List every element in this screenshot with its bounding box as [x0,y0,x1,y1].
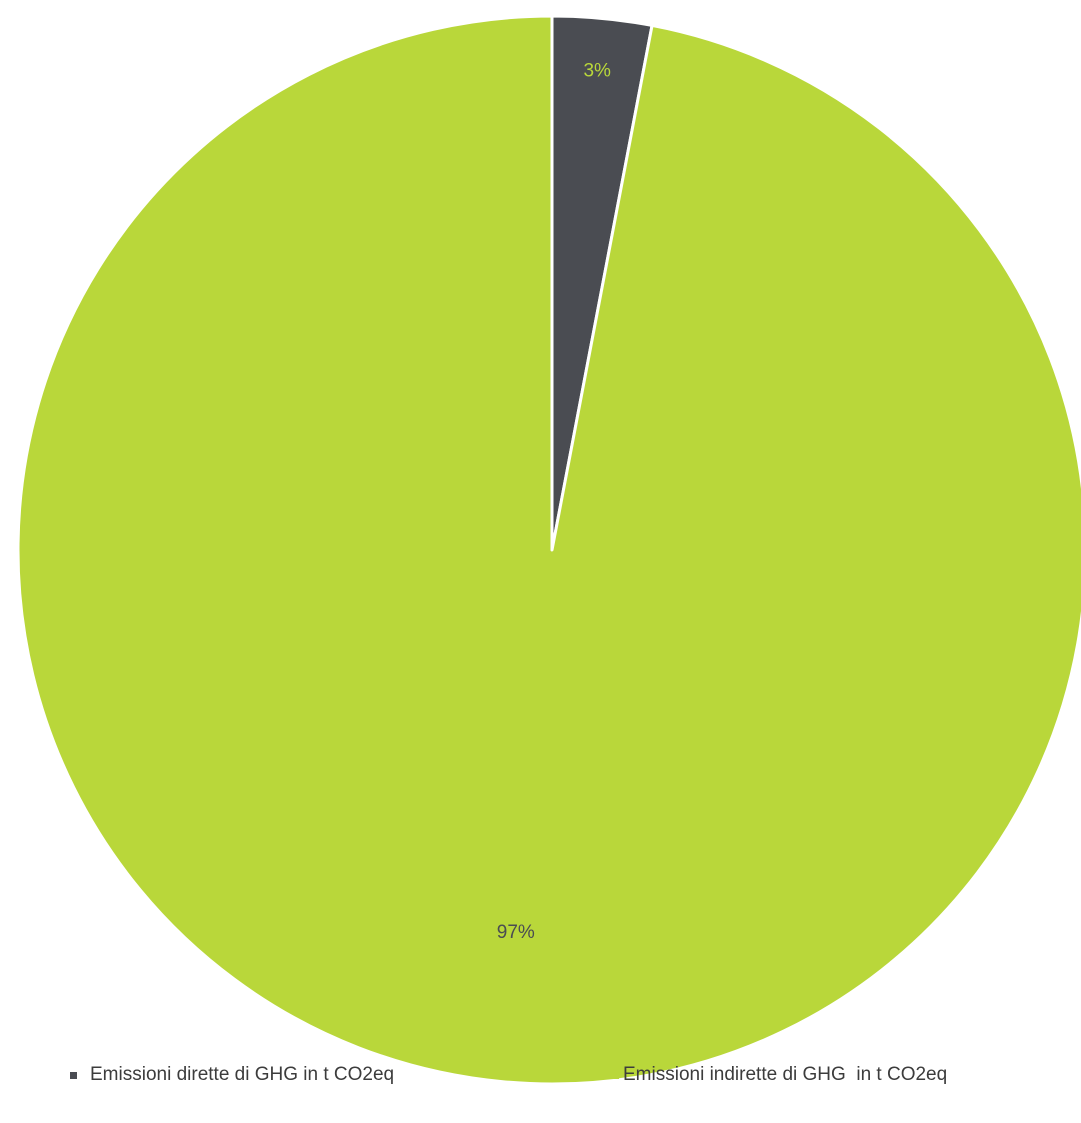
pie-slices [16,14,1081,1086]
chart-legend: Emissioni dirette di GHG in t CO2eq Emis… [0,1064,1081,1094]
legend-label-indirect-emissions: Emissioni indirette di GHG in t CO2eq [623,1064,948,1085]
legend-item-indirect-emissions: Emissioni indirette di GHG in t CO2eq [612,1064,947,1086]
pie-slice-indirect-emissions [16,14,1081,1086]
legend-item-direct-emissions: Emissioni dirette di GHG in t CO2eq [70,1064,394,1086]
legend-swatch-indirect-emissions [612,1071,619,1079]
data-label-indirect-emissions: 97% [497,922,535,943]
data-label-direct-emissions: 3% [583,61,611,82]
legend-label-direct-emissions: Emissioni dirette di GHG in t CO2eq [90,1064,395,1085]
legend-swatch-direct-emissions [70,1071,77,1079]
pie-data-labels: 3% 97% [497,61,611,943]
